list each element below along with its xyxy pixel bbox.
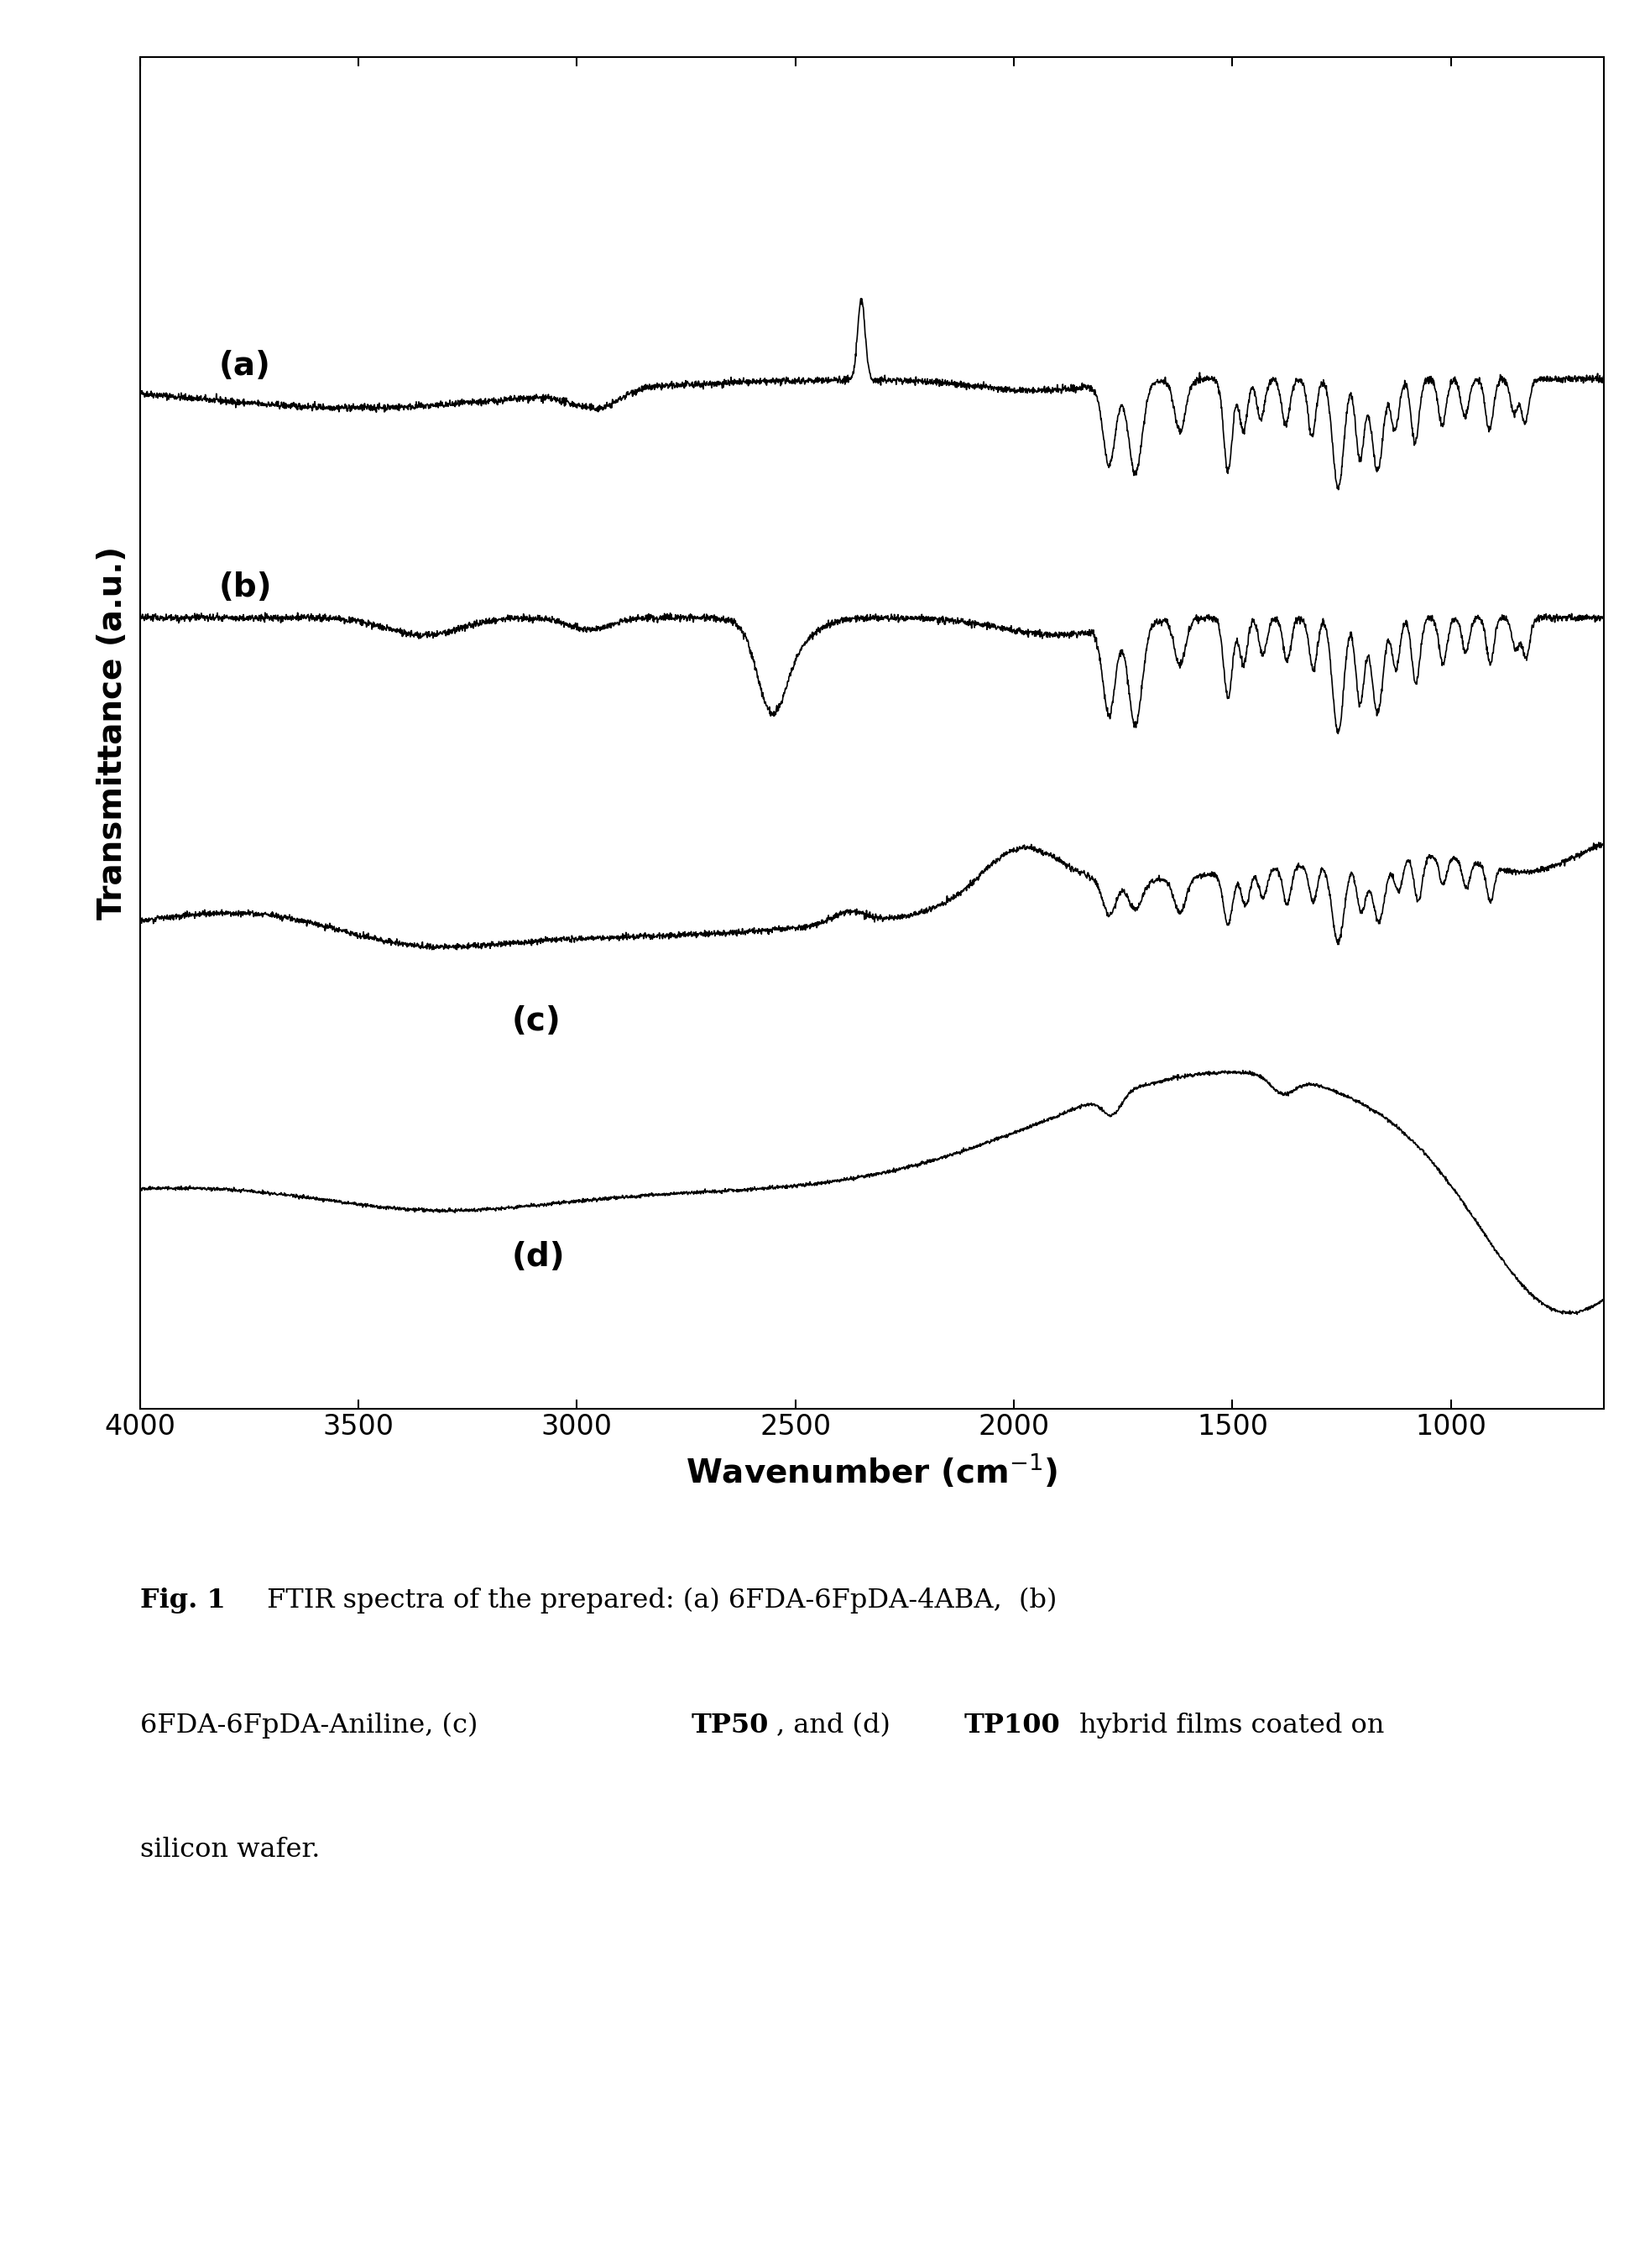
Text: TP50: TP50 — [691, 1712, 768, 1737]
X-axis label: Wavenumber (cm$^{-1}$): Wavenumber (cm$^{-1}$) — [686, 1452, 1058, 1490]
Text: 6FDA-6FpDA-Aniline, (c): 6FDA-6FpDA-Aniline, (c) — [140, 1712, 485, 1740]
Text: Fig. 1: Fig. 1 — [140, 1588, 225, 1613]
Y-axis label: Transmittance (a.u.): Transmittance (a.u.) — [97, 547, 128, 919]
Text: (b): (b) — [219, 572, 271, 603]
Text: FTIR spectra of the prepared: (a) 6FDA-6FpDA-4ABA,  (b): FTIR spectra of the prepared: (a) 6FDA-6… — [258, 1588, 1056, 1615]
Text: (c): (c) — [512, 1005, 561, 1036]
Text: silicon wafer.: silicon wafer. — [140, 1837, 319, 1862]
Text: TP100: TP100 — [964, 1712, 1061, 1737]
Text: (d): (d) — [512, 1241, 564, 1272]
Text: (a): (a) — [219, 349, 270, 381]
Text: hybrid films coated on: hybrid films coated on — [1071, 1712, 1383, 1737]
Text: , and (d): , and (d) — [776, 1712, 898, 1737]
